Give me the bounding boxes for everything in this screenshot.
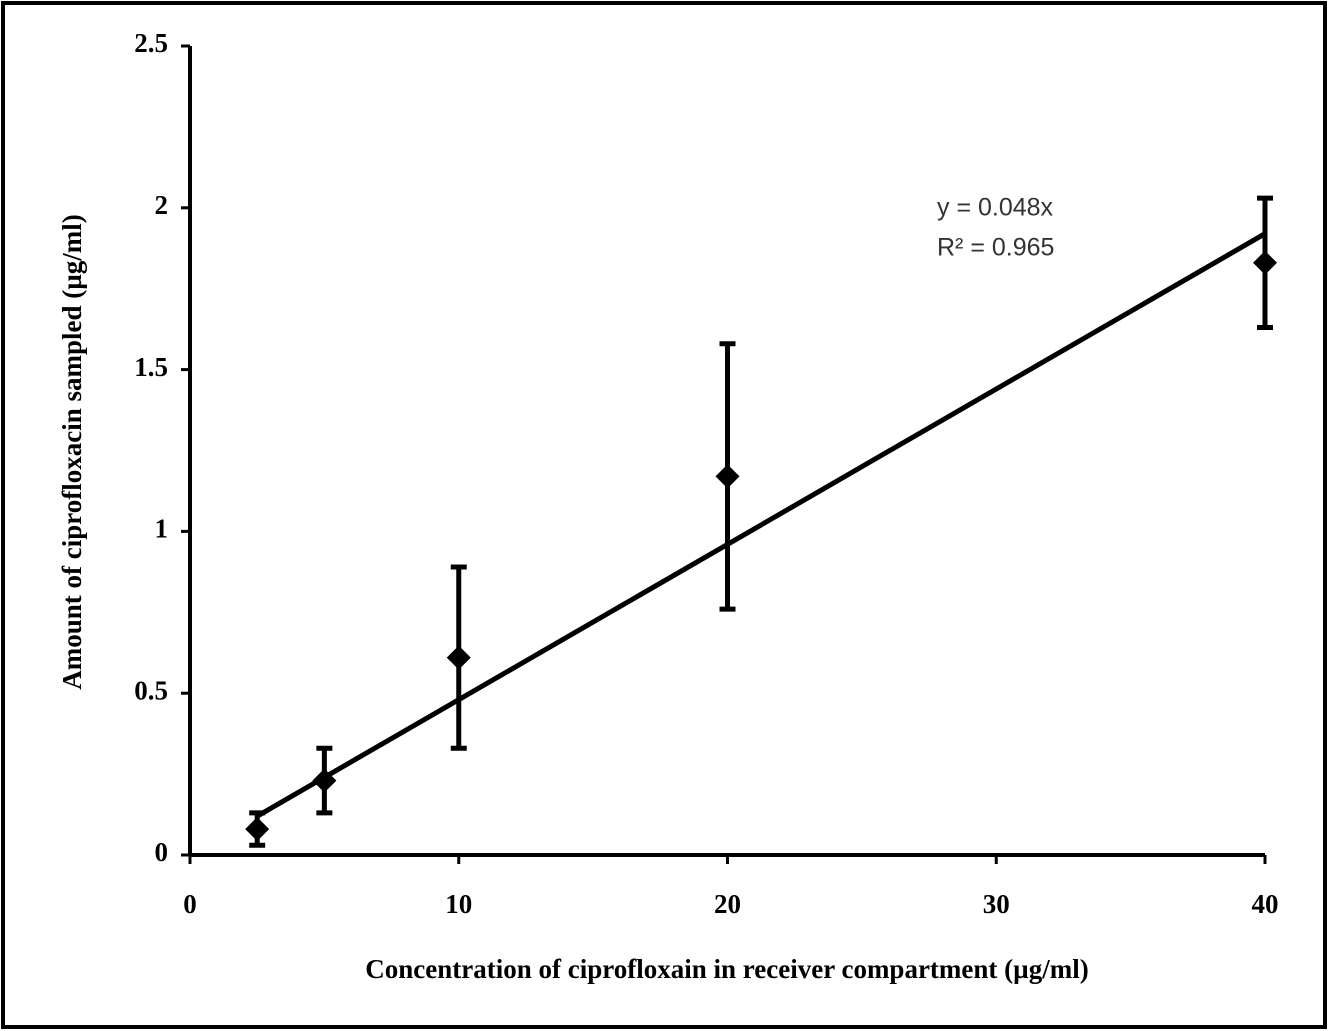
x-tick-label: 40	[1252, 889, 1279, 919]
y-tick-label: 1	[155, 514, 169, 544]
data-point	[715, 464, 740, 489]
trendline	[255, 231, 1267, 819]
x-tick-label: 30	[983, 889, 1010, 919]
r2-annotation: R² = 0.965	[937, 234, 1054, 262]
y-tick-label: 1.5	[134, 352, 168, 382]
data-point	[446, 645, 471, 670]
y-axis-label: Amount of ciprofloxacin sampled (µg/ml)	[57, 214, 87, 690]
data-point	[312, 768, 337, 793]
y-tick-label: 0.5	[134, 675, 168, 705]
x-axis-label: Concentration of ciprofloxain in receive…	[365, 954, 1088, 984]
y-tick-label: 0	[155, 837, 169, 867]
x-tick-label: 10	[445, 889, 472, 919]
data-point	[245, 817, 270, 842]
x-tick-label: 0	[183, 889, 197, 919]
y-tick-label: 2	[155, 190, 169, 220]
data-point	[1253, 250, 1277, 275]
equation-annotation: y = 0.048x	[937, 194, 1054, 222]
x-tick-label: 20	[714, 889, 741, 919]
y-tick-label: 2.5	[134, 28, 168, 58]
